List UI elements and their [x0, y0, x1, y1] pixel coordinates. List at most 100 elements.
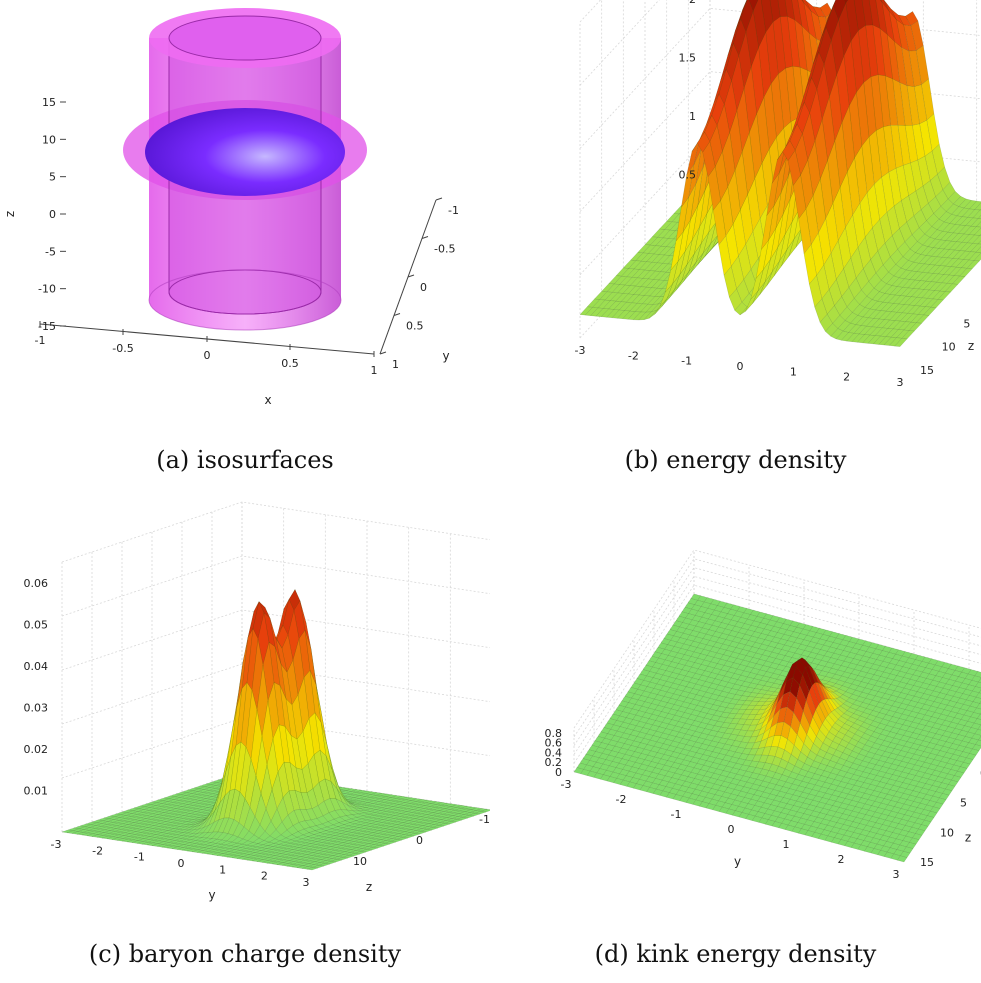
z-tick-label: 15: [42, 96, 56, 109]
surface-quad: [973, 707, 981, 715]
surface-quad: [974, 729, 981, 736]
surface-quad: [977, 240, 981, 245]
z-tick-label: 0.6: [545, 737, 563, 750]
surface-quad: [474, 811, 487, 815]
surface-quad: [894, 338, 908, 347]
iso-shapes: [123, 8, 367, 331]
z-tick-label: 0.05: [24, 618, 49, 631]
z-tick-label: 0.04: [24, 660, 49, 673]
z-axis-label: z: [3, 211, 17, 217]
surface-quad: [366, 847, 379, 851]
kink-gridlines: [573, 549, 981, 773]
z-tick-label: 0: [555, 766, 562, 779]
surface-quad: [336, 857, 349, 861]
gridline: [579, 7, 981, 149]
x-tick-label: 3: [893, 868, 900, 881]
y-tick-label: 15: [920, 364, 934, 377]
y-axis-label: z: [366, 880, 372, 894]
surface-quad: [969, 748, 980, 756]
surface-quad: [974, 671, 981, 678]
surface-quad: [957, 766, 968, 774]
surface-quad: [977, 215, 981, 219]
surface-quad: [372, 845, 385, 849]
z-tick-label: -5: [45, 245, 56, 258]
surface-quad: [977, 724, 981, 731]
surface-quad: [432, 825, 445, 829]
surface-quad: [378, 843, 391, 847]
surface-quad: [318, 863, 331, 867]
surface-quad: [384, 841, 397, 845]
baryon-mesh: [61, 589, 490, 871]
y-tick: [421, 236, 429, 239]
z-tick-label: 2: [689, 0, 696, 6]
surface-quad: [408, 833, 421, 837]
x-tick-label: -2: [616, 793, 627, 806]
z-tick-label: 0.01: [24, 784, 49, 797]
panel-isosurfaces: 15 10 5 0 -5 -10 -15 z -1 -0.5 0 0.5 1 x -1 -0.5 0 0.5 1 y: [0, 0, 490, 420]
gridline: [61, 501, 490, 563]
surface-quad: [927, 810, 938, 818]
y-tick: [379, 351, 387, 355]
surface-quad: [414, 831, 427, 835]
surface-quad: [438, 823, 451, 827]
surface-quad: [972, 696, 981, 704]
surface-quad: [918, 824, 929, 832]
y-axis-label: z: [968, 339, 974, 353]
surface-quad: [972, 686, 981, 694]
surface-quad: [921, 819, 932, 827]
surface-quad: [390, 839, 403, 843]
baryon-density-surface: -3-2-10123y-10010z0.060.050.040.030.020.…: [24, 501, 490, 902]
outer-bottom-rim: [148, 269, 342, 331]
surface-quad: [456, 817, 469, 821]
surface-quad: [975, 681, 981, 689]
surface-quad: [324, 861, 337, 865]
y-tick-label: 0: [416, 834, 423, 847]
surface-quad: [360, 849, 373, 853]
surface-quad: [342, 855, 355, 859]
gridline: [61, 609, 490, 671]
surface-quad: [396, 837, 409, 841]
central-disk: [145, 108, 345, 196]
surface-quad: [976, 713, 981, 720]
caption-b: (b) energy density: [624, 446, 847, 474]
caption-c: (c) baryon charge density: [88, 940, 402, 968]
x-tick-label: 0: [204, 349, 211, 362]
y-tick-label: 5: [960, 797, 967, 810]
surface-quad: [348, 853, 361, 857]
x-tick-label: 2: [838, 853, 845, 866]
surface-quad: [971, 675, 981, 683]
inner-top-cap: [168, 15, 322, 61]
z-tick-label: 0.03: [24, 701, 49, 714]
surface-quad: [897, 855, 908, 863]
surface-quad: [426, 827, 439, 831]
surface-quad: [312, 865, 325, 869]
x-tick-label: 3: [303, 876, 310, 889]
x-tick-label: -2: [92, 844, 103, 857]
z-tick-label: 0: [49, 208, 56, 221]
surface-quad: [468, 813, 481, 817]
surface-quad: [402, 835, 415, 839]
x-tick-label: 3: [897, 376, 904, 389]
y-axis-label: y: [442, 349, 449, 363]
y-tick-label: -0.5: [434, 243, 455, 256]
surface-quad: [748, 0, 759, 12]
y-tick-label: 15: [920, 856, 934, 869]
surface-quad: [960, 762, 971, 769]
surface-quad: [923, 307, 937, 316]
surface-quad: [924, 815, 935, 823]
x-tick-label: 0: [178, 857, 185, 870]
surface-quad: [420, 829, 433, 833]
x-tick-label: 0: [737, 360, 744, 373]
surface-quad: [444, 821, 457, 825]
surface-quad: [978, 735, 981, 741]
y-tick: [393, 313, 401, 316]
z-tick-label: 0.5: [679, 169, 697, 182]
surface-quad: [972, 209, 981, 219]
x-tick-label: 1: [219, 863, 226, 876]
z-tick-label: 0.2: [545, 756, 563, 769]
y-tick-label: -10: [479, 813, 490, 826]
surface-quad: [948, 779, 959, 787]
